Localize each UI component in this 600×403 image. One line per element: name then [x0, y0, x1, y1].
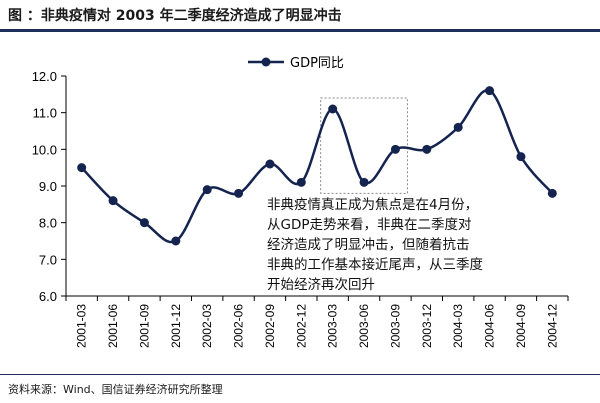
- y-tick-label: 6.0: [39, 289, 57, 304]
- source-divider: [0, 374, 600, 375]
- figure-title: 图 ：非典疫情对 2003 年二季度经济造成了明显冲击: [8, 8, 342, 24]
- annotation-line: 非典疫情真正成为焦点是在4月份，: [267, 197, 479, 213]
- annotation-line: 从GDP走势来看，非典在二季度对: [267, 217, 472, 233]
- data-point: [453, 122, 463, 132]
- source-note: 资料来源：Wind、国信证券经济研究所整理: [8, 383, 223, 396]
- x-tick-label: 2003-06: [357, 304, 371, 348]
- data-point: [296, 177, 306, 187]
- data-point: [547, 188, 557, 198]
- x-tick-label: 2002-12: [294, 304, 308, 348]
- x-tick-label: 2001-09: [137, 304, 151, 348]
- figure-title-bar: 图 ：非典疫情对 2003 年二季度经济造成了明显冲击: [0, 0, 600, 28]
- x-tick-label: 2002-09: [263, 304, 277, 348]
- data-point: [139, 218, 149, 228]
- annotation-line: 经济造成了明显冲击，但随着抗击: [267, 237, 470, 253]
- data-point: [171, 236, 181, 246]
- data-point: [328, 104, 338, 114]
- x-tick-label: 2004-03: [451, 304, 465, 348]
- y-tick-label: 12.0: [32, 69, 57, 84]
- x-tick-label: 2002-03: [200, 304, 214, 348]
- gdp-line-chart: 6.0 7.0 8.0 9.0 10.0 11.0 12.0 2001-03 2001-06 20…: [32, 56, 569, 348]
- data-point: [485, 86, 495, 96]
- series-line-gdp: [80, 89, 554, 244]
- x-tick-label: 2004-06: [483, 304, 497, 348]
- title-divider: [0, 29, 600, 32]
- x-tick-label: 2001-03: [75, 304, 89, 348]
- annotation-line: 开始经济再次回升: [267, 277, 375, 293]
- x-tick-label: 2004-09: [514, 304, 528, 348]
- data-point: [202, 185, 212, 195]
- x-tick-label: 2002-06: [232, 304, 246, 348]
- x-tick-label: 2003-09: [388, 304, 402, 348]
- data-point: [390, 144, 400, 154]
- chart-annotation: 非典疫情真正成为焦点是在4月份， 从GDP走势来看，非典在二季度对 经济造成了明…: [267, 195, 557, 295]
- legend-label: GDP同比: [290, 56, 344, 71]
- y-tick-label: 11.0: [33, 106, 57, 121]
- data-point: [516, 152, 526, 162]
- data-point: [108, 196, 118, 206]
- y-tick-label: 9.0: [39, 179, 57, 194]
- legend-marker: [261, 57, 271, 67]
- annotation-line: 非典的工作基本接近尾声，从三季度: [267, 257, 483, 273]
- highlight-box: [320, 97, 408, 194]
- data-point: [265, 159, 275, 169]
- y-tick-label: 10.0: [32, 142, 57, 157]
- data-point: [234, 188, 244, 198]
- x-tick-label: 2003-03: [326, 304, 340, 348]
- data-point: [77, 163, 87, 173]
- y-tick-label: 7.0: [39, 252, 57, 267]
- x-tick-label: 2001-06: [106, 304, 120, 348]
- x-tick-label: 2003-12: [420, 304, 434, 348]
- y-tick-label: 8.0: [39, 216, 57, 231]
- data-point: [359, 177, 369, 187]
- x-tick-label: 2004-12: [545, 304, 559, 348]
- data-point: [422, 144, 432, 154]
- x-tick-label: 2001-12: [169, 304, 183, 348]
